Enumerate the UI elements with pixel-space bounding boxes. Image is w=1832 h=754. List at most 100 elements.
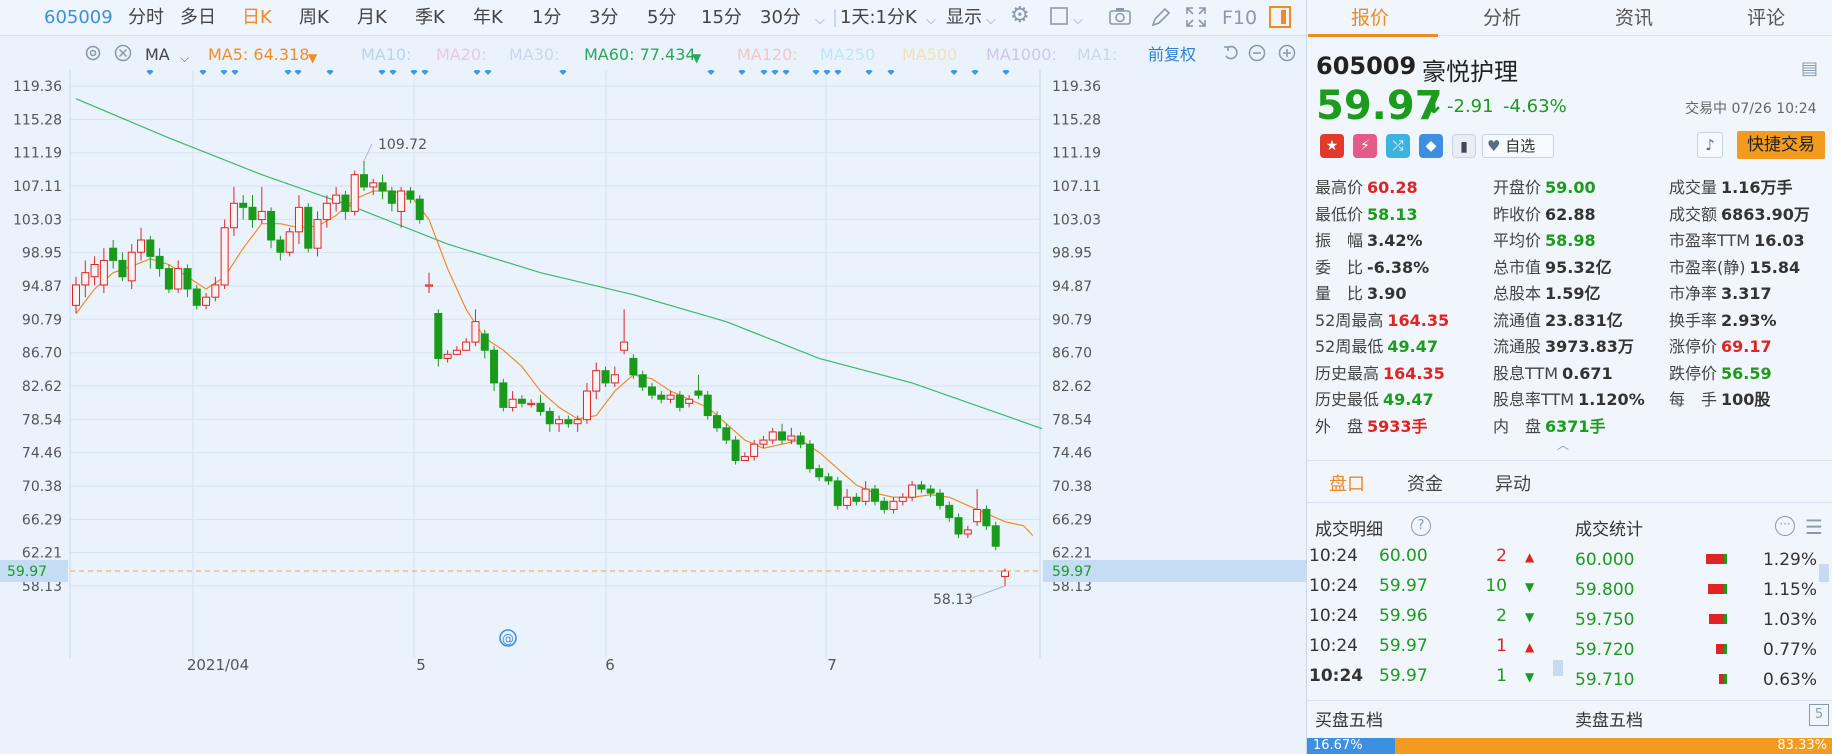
candlestick[interactable] <box>889 497 898 514</box>
triangle-down-icon[interactable]: ▼ <box>308 51 318 65</box>
candlestick[interactable] <box>536 395 545 416</box>
tab-quote[interactable]: 报价 <box>1351 7 1390 29</box>
event-marker-icon[interactable] <box>823 70 831 75</box>
event-marker-icon[interactable] <box>231 70 239 75</box>
ma-label[interactable]: MA <box>145 45 170 64</box>
pencil-icon[interactable] <box>1150 6 1172 34</box>
candlestick[interactable] <box>155 248 164 277</box>
tab-15min[interactable]: 15分 <box>701 7 742 28</box>
candlestick[interactable] <box>90 256 99 285</box>
triangle-down-icon[interactable]: ▼ <box>692 51 702 65</box>
candlestick[interactable] <box>332 186 341 212</box>
f10-button[interactable]: F10 <box>1222 7 1258 29</box>
candlestick[interactable] <box>629 354 638 379</box>
candlestick[interactable] <box>239 195 248 220</box>
bell-icon[interactable]: ♪ <box>1697 132 1723 158</box>
candlestick[interactable] <box>257 186 266 224</box>
shuffle-icon[interactable]: ⤮ <box>1386 134 1410 158</box>
bookmark-icon[interactable]: ▮ <box>1452 134 1476 158</box>
event-marker-icon[interactable] <box>1002 70 1010 75</box>
zoom-out-icon[interactable] <box>1248 44 1266 67</box>
candlestick[interactable] <box>926 484 935 498</box>
candlestick[interactable] <box>731 435 740 465</box>
candlestick[interactable] <box>573 415 582 432</box>
candlestick[interactable] <box>350 170 359 216</box>
tag-icon[interactable]: ◆ <box>1419 134 1443 158</box>
event-marker-icon[interactable] <box>865 70 873 75</box>
list-icon[interactable]: ☰ <box>1805 515 1823 539</box>
candlestick[interactable] <box>852 493 861 506</box>
candlestick[interactable] <box>211 276 220 302</box>
tab-quarter-k[interactable]: 季K <box>415 7 445 28</box>
candlestick[interactable] <box>294 195 303 245</box>
event-marker-icon[interactable] <box>284 70 292 75</box>
candlestick[interactable] <box>592 362 601 400</box>
candlestick[interactable] <box>824 472 833 485</box>
candlestick[interactable] <box>480 329 489 359</box>
event-marker-icon[interactable] <box>834 70 842 75</box>
undo-icon[interactable] <box>1222 44 1240 67</box>
candlestick[interactable] <box>490 346 499 392</box>
kline-chart[interactable]: 119.36 119.36 115.28 115.28 111.19 111.19 107.… <box>0 70 1306 754</box>
five-level-icon[interactable]: 5 <box>1809 704 1829 726</box>
candlestick[interactable] <box>666 391 675 404</box>
candlestick[interactable] <box>425 272 434 294</box>
subtab-pankou[interactable]: 盘口 <box>1329 474 1365 495</box>
candlestick[interactable] <box>220 219 229 290</box>
adjust-mode[interactable]: 前复权 <box>1148 45 1197 64</box>
candlestick[interactable] <box>164 264 173 294</box>
chevron-down-icon[interactable]: ⌵ <box>986 13 996 28</box>
candlestick[interactable] <box>973 489 982 526</box>
event-marker-icon[interactable] <box>971 70 979 75</box>
candlestick[interactable] <box>452 346 461 355</box>
plot-area[interactable] <box>70 70 1040 680</box>
tab-year-k[interactable]: 年K <box>473 7 503 28</box>
event-marker-icon[interactable] <box>326 70 334 75</box>
event-marker-icon[interactable] <box>473 70 481 75</box>
display-menu[interactable]: 显示 <box>946 7 982 28</box>
event-marker-icon[interactable] <box>738 70 746 75</box>
candlestick[interactable] <box>555 415 564 432</box>
candlestick[interactable] <box>945 501 954 522</box>
event-marker-icon[interactable] <box>812 70 820 75</box>
candlestick[interactable] <box>378 174 387 200</box>
candlestick[interactable] <box>387 186 396 212</box>
candlestick[interactable] <box>787 427 796 445</box>
candlestick[interactable] <box>81 260 90 298</box>
candlestick[interactable] <box>908 480 917 502</box>
candlestick[interactable] <box>397 186 406 228</box>
candlestick[interactable] <box>713 411 722 432</box>
stock-code[interactable]: 605009 <box>44 7 113 28</box>
tab-5min[interactable]: 5分 <box>647 7 677 28</box>
candlestick[interactable] <box>1001 568 1009 586</box>
camera-icon[interactable] <box>1108 6 1132 32</box>
candlestick[interactable] <box>341 191 350 220</box>
candlestick[interactable] <box>183 264 192 298</box>
candlestick[interactable] <box>703 391 712 420</box>
candlestick[interactable] <box>722 423 731 445</box>
tab-comments[interactable]: 评论 <box>1747 7 1786 29</box>
candlestick[interactable] <box>118 252 127 281</box>
event-marker-icon[interactable] <box>410 70 418 75</box>
candlestick[interactable] <box>898 493 907 506</box>
lightning-icon[interactable]: ⚡ <box>1353 134 1377 158</box>
candlestick[interactable] <box>99 248 108 294</box>
event-marker-icon[interactable] <box>421 70 429 75</box>
candlestick[interactable] <box>991 521 1000 551</box>
candlestick[interactable] <box>443 350 452 363</box>
candlestick[interactable] <box>796 431 805 449</box>
help-icon[interactable]: ? <box>1411 516 1431 536</box>
candlestick[interactable] <box>564 415 573 428</box>
fullscreen-icon[interactable] <box>1184 5 1208 35</box>
candlestick[interactable] <box>843 489 852 510</box>
candlestick[interactable] <box>759 435 768 449</box>
candlestick[interactable] <box>313 211 322 257</box>
candlestick[interactable] <box>675 391 684 412</box>
candlestick[interactable] <box>740 452 749 461</box>
candlestick[interactable] <box>146 235 155 269</box>
event-marker-icon[interactable] <box>484 70 492 75</box>
candlestick[interactable] <box>880 497 889 514</box>
tab-30min[interactable]: 30分 <box>760 7 801 28</box>
candlestick[interactable] <box>434 309 443 367</box>
watchlist-button[interactable]: ♥ 自选 <box>1482 134 1554 158</box>
